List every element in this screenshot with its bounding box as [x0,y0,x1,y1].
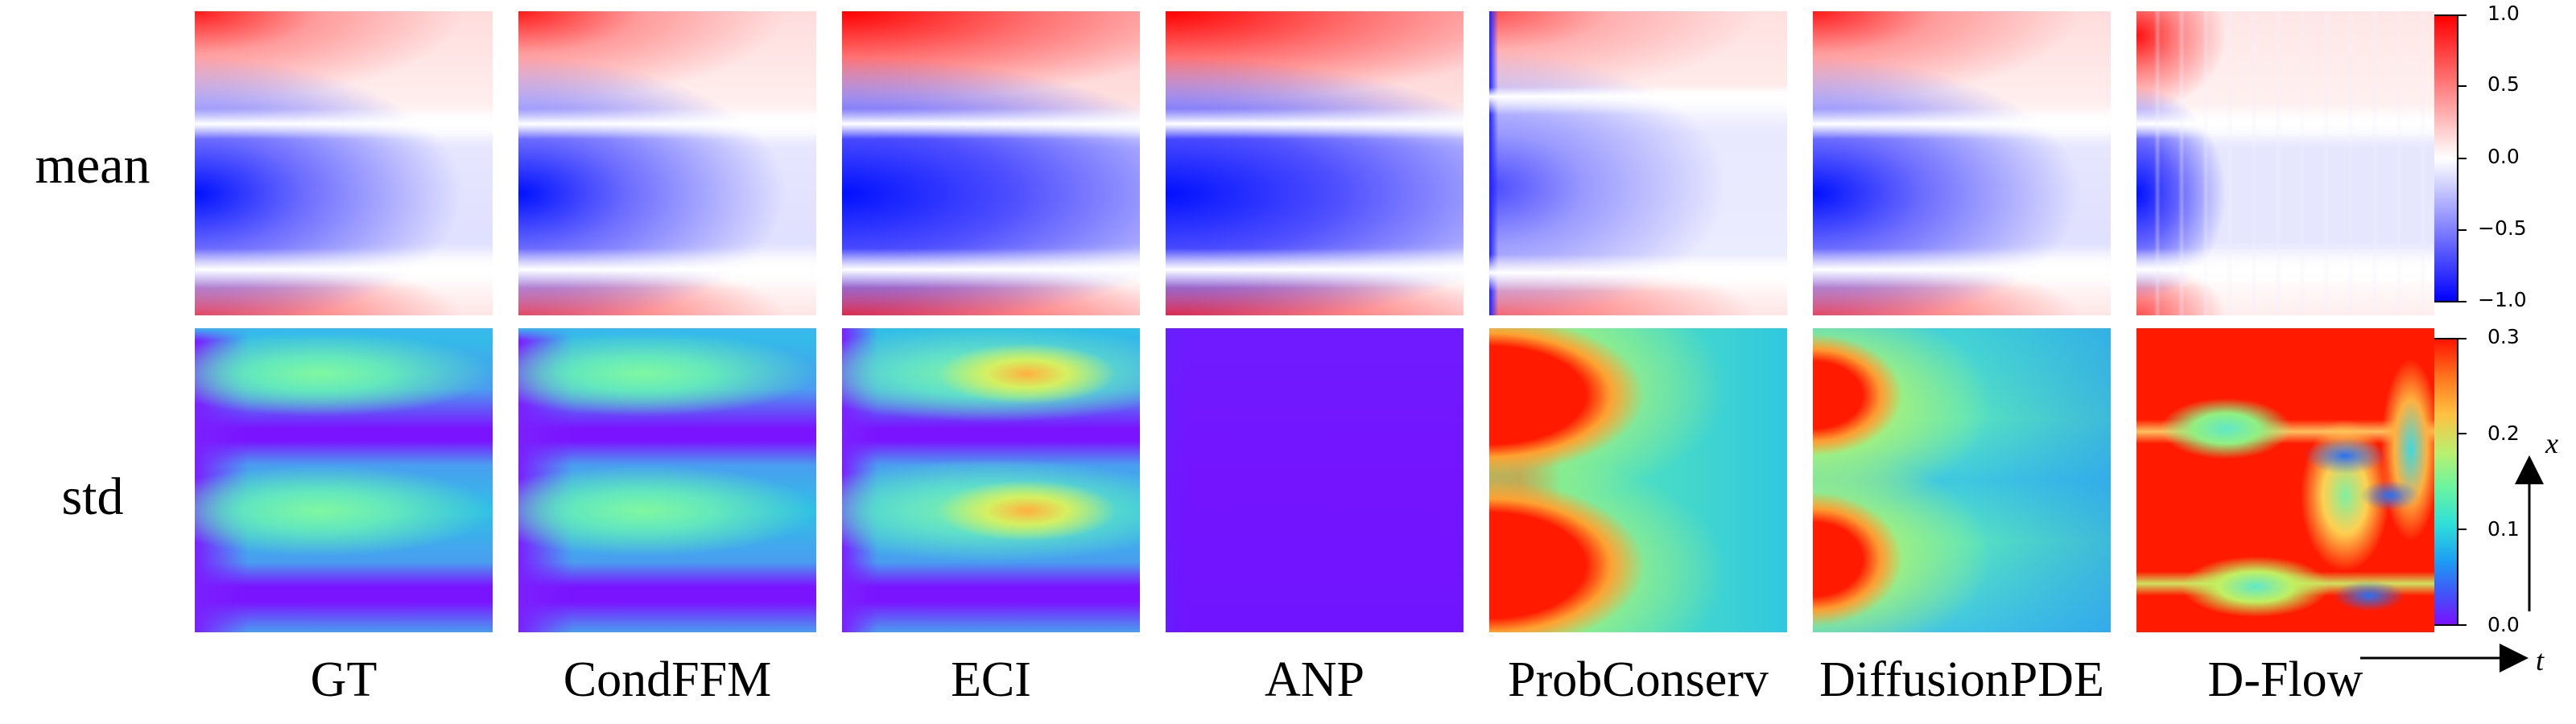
x-axis-label: x [2545,427,2558,459]
column-label: ECI [951,652,1031,707]
mean-tick-mark [2458,229,2467,231]
std-tick-label: 0.1 [2487,517,2520,541]
std-heatmap-panel [195,328,493,632]
mean-tick-mark [2458,301,2467,302]
std-heatmap-panel [1166,328,1463,632]
column-label: ANP [1264,652,1365,707]
std-tick-mark [2458,624,2467,626]
std-heatmap-panel [2136,328,2434,632]
std-tick-mark [2458,433,2467,434]
column-label: GT [310,652,378,707]
t-axis-label: t [2536,644,2545,677]
std-tick-label: 0.2 [2487,422,2520,445]
mean-heatmap-panel [2136,11,2434,315]
column-label: D-Flow [2207,652,2363,707]
column-label: CondFFM [563,652,772,707]
column-label: ProbConserv [1508,652,1769,707]
std-heatmap-panel [1813,328,2111,632]
std-colorbar [2431,338,2467,626]
mean-tick-mark [2458,14,2467,16]
mean-tick-label: 0.5 [2487,72,2520,96]
std-heatmap-panel [842,328,1140,632]
std-heatmap-panel [1489,328,1787,632]
std-tick-label: 0.0 [2487,613,2520,636]
std-tick-mark [2458,338,2467,339]
column-label: DiffusionPDE [1819,652,2104,707]
mean-tick-mark [2458,85,2467,87]
row-label-mean: mean [35,136,151,195]
mean-heatmap-panel [195,11,493,315]
std-colorbar-gradient [2431,338,2458,626]
mean-heatmap-panel [1813,11,2111,315]
std-tick-label: 0.3 [2487,325,2520,348]
row-label-std: std [61,467,124,526]
mean-heatmap-panel [842,11,1140,315]
std-heatmap-panel [518,328,816,632]
mean-tick-mark [2458,158,2467,159]
mean-tick-label: −0.5 [2478,216,2527,240]
mean-heatmap-panel [1166,11,1463,315]
mean-tick-label: 0.0 [2487,145,2520,168]
mean-heatmap-panel [518,11,816,315]
mean-heatmap-panel [1489,11,1787,315]
mean-tick-label: −1.0 [2478,288,2527,311]
mean-tick-label: 1.0 [2487,2,2520,25]
std-tick-mark [2458,529,2467,530]
